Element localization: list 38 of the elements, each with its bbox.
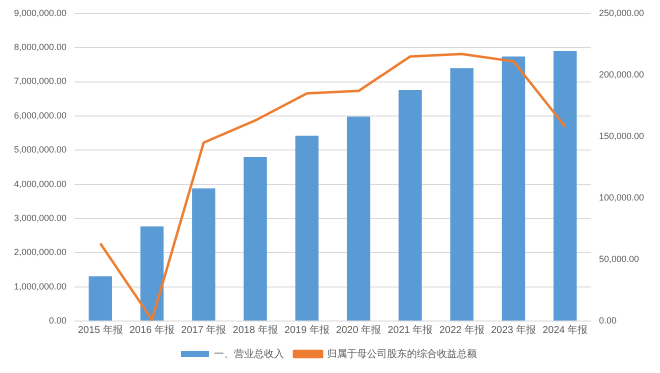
bar [502,56,526,320]
bar [450,68,474,320]
x-tick-label: 2015 年报 [78,324,123,336]
y-tick-label: 6,000,000.00 [14,110,67,120]
x-tick-label: 2020 年报 [336,324,382,336]
y2-tick-label: 0.00 [598,315,616,326]
bar [398,90,422,320]
y2-tick-label: 250,000.00 [598,8,644,18]
y-tick-label: 7,000,000.00 [14,76,67,86]
y-tick-label: 0.00 [49,315,67,326]
y-tick-label: 5,000,000.00 [14,144,67,155]
y-tick-label: 3,000,000.00 [14,212,67,223]
y-tick-label: 2,000,000.00 [14,247,67,258]
x-tick-label: 2022 年报 [439,324,484,336]
y-tick-label: 4,000,000.00 [14,178,67,189]
bar [244,156,267,320]
bar [192,188,216,320]
x-tick-label: 2017 年报 [181,324,226,336]
x-tick-label: 2024 年报 [542,324,588,336]
bar [140,226,164,320]
x-tick-label: 2016 年报 [129,324,175,336]
x-tick-label: 2018 年报 [232,324,278,336]
bar [554,50,577,320]
bar [295,136,319,320]
x-tick-label: 2021 年报 [388,324,433,336]
y-tick-label: 8,000,000.00 [14,42,67,52]
y2-tick-label: 200,000.00 [598,69,644,80]
y2-tick-label: 100,000.00 [598,192,644,202]
legend-label: 一、营业总收入 [214,348,284,360]
y-tick-label: 1,000,000.00 [14,281,67,292]
y2-tick-label: 50,000.00 [598,254,640,264]
legend-label: 归属于母公司股东的综合收益总额 [327,348,477,360]
y-tick-label: 9,000,000.00 [14,8,67,18]
y2-tick-label: 150,000.00 [598,130,644,141]
x-tick-label: 2019 年报 [284,324,330,336]
x-tick-label: 2023 年报 [490,324,536,336]
bar [346,116,370,320]
bar [88,276,112,320]
